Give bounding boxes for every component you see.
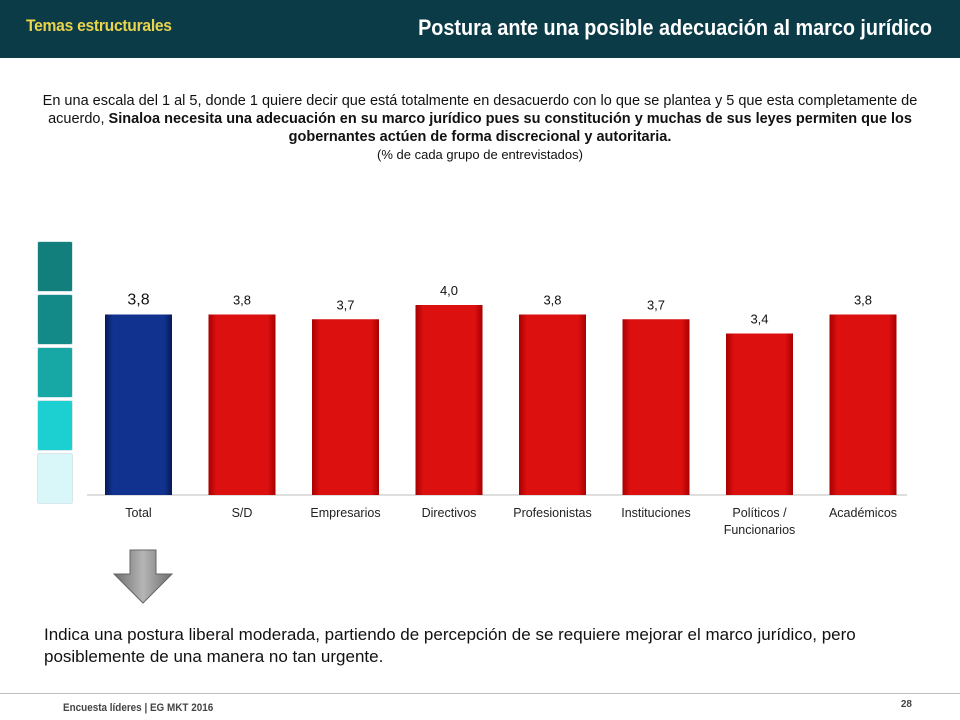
footer-divider xyxy=(0,693,960,694)
page-title: Postura ante una posible adecuación al m… xyxy=(418,15,932,40)
scale-segment-5 xyxy=(37,453,73,504)
category-label-6: Políticos / Funcionarios xyxy=(724,506,796,537)
value-label-7: 3,8 xyxy=(854,293,872,308)
section-label: Temas estructurales xyxy=(26,16,172,35)
bar-7 xyxy=(829,314,897,495)
bar-2 xyxy=(312,319,379,495)
question-text: En una escala del 1 al 5, donde 1 quiere… xyxy=(40,92,920,164)
category-label-5: Instituciones xyxy=(621,506,690,520)
scale-indicator xyxy=(37,241,73,506)
scale-segment-2 xyxy=(37,294,73,345)
category-label-1: S/D xyxy=(232,506,253,520)
bar-6 xyxy=(726,333,793,495)
bar-4 xyxy=(519,314,586,495)
value-label-1: 3,8 xyxy=(233,293,251,308)
value-label-3: 4,0 xyxy=(440,283,458,298)
scale-segment-3 xyxy=(37,347,73,398)
down-arrow-icon xyxy=(112,549,174,604)
page-number: 28 xyxy=(900,699,912,710)
question-intro: En una escala del 1 al 5, donde 1 quiere… xyxy=(42,93,918,127)
bar-0 xyxy=(105,314,172,495)
bar-1 xyxy=(208,314,276,495)
header-bar: Temas estructurales Postura ante una pos… xyxy=(0,0,960,58)
question-statement: Sinaloa necesita una adecuación en su ma… xyxy=(108,111,912,145)
bar-chart: 3,8 Total 3,8 S/D 3,7 Empresarios 4,0 Directivo… xyxy=(87,283,907,537)
value-label-4: 3,8 xyxy=(543,293,561,308)
question-note: (% de cada grupo de entrevistados) xyxy=(377,147,583,162)
category-label-0: Total xyxy=(125,506,151,520)
scale-segment-1 xyxy=(37,241,73,292)
value-label-0: 3,8 xyxy=(127,292,149,309)
bar-3 xyxy=(415,305,483,495)
value-label-5: 3,7 xyxy=(647,297,665,312)
scale-segment-4 xyxy=(37,400,73,451)
conclusion-text: Indica una postura liberal moderada, par… xyxy=(44,625,856,666)
category-label-4: Profesionistas xyxy=(513,506,592,520)
value-label-6: 3,4 xyxy=(750,312,768,327)
category-label-7: Académicos xyxy=(829,506,897,520)
footer-source: Encuesta líderes | EG MKT 2016 xyxy=(63,702,214,714)
bar-5 xyxy=(622,319,690,495)
category-label-2: Empresarios xyxy=(310,506,380,520)
category-label-3: Directivos xyxy=(422,506,477,520)
value-label-2: 3,7 xyxy=(336,297,354,312)
